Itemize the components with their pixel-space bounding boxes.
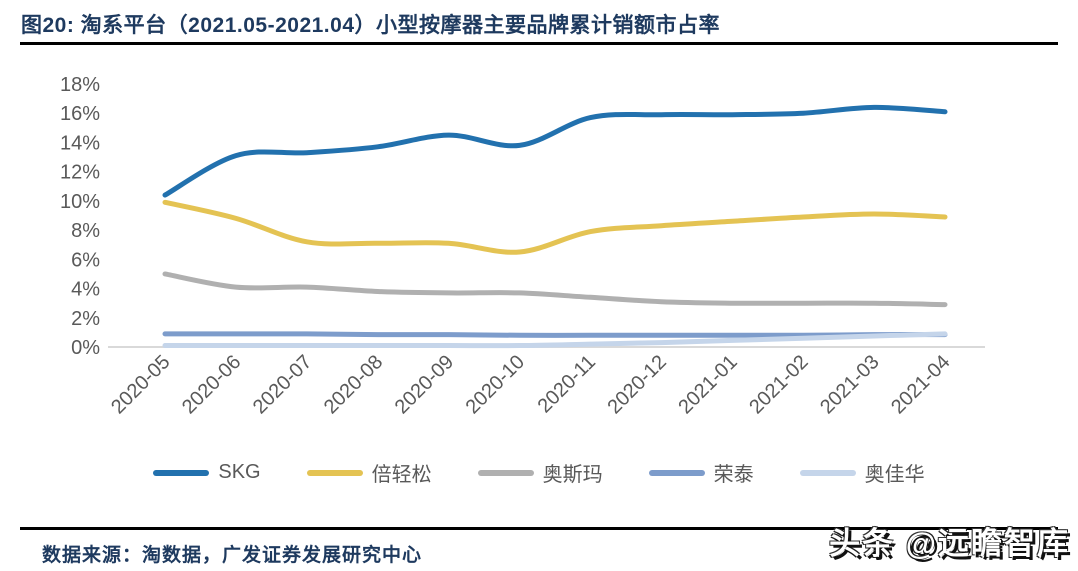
legend-label: 荣泰 bbox=[713, 464, 754, 486]
legend-swatch bbox=[153, 469, 210, 476]
y-tick-label: 6% bbox=[71, 249, 100, 271]
x-tick-label: 2020-09 bbox=[391, 351, 458, 418]
footer-divider bbox=[20, 527, 1058, 530]
x-tick-label: 2020-10 bbox=[462, 351, 529, 418]
x-tick-label: 2021-04 bbox=[887, 351, 954, 418]
market-share-line-chart: 0%2%4%6%8%10%12%14%16%18%2020-05 2020-06 2… bbox=[60, 74, 985, 418]
y-tick-label: 12% bbox=[60, 162, 100, 184]
x-tick-label: 2020-07 bbox=[249, 351, 316, 418]
data-source-note: 数据来源：淘数据，广发证券发展研究中心 bbox=[42, 545, 423, 566]
x-tick-label: 2020-12 bbox=[603, 351, 670, 418]
y-tick-label: 2% bbox=[71, 308, 100, 330]
legend-item: 荣泰 bbox=[648, 458, 754, 487]
legend-label: 倍轻松 bbox=[371, 464, 432, 486]
y-tick-label: 16% bbox=[60, 103, 100, 125]
y-tick-label: 8% bbox=[71, 220, 100, 242]
series-line bbox=[162, 199, 948, 255]
legend-item: 奥斯玛 bbox=[477, 458, 603, 487]
watermark-label: 头条 @远瞻智库 bbox=[829, 526, 1070, 561]
series-line bbox=[162, 331, 948, 338]
legend-label: SKG bbox=[218, 461, 261, 483]
y-tick-label: 18% bbox=[60, 74, 100, 96]
series-line bbox=[162, 271, 948, 308]
chart-legend: SKG 倍轻松 奥斯玛 荣泰 奥佳华 bbox=[0, 458, 1078, 487]
x-tick-label: 2020-08 bbox=[320, 351, 387, 418]
legend-item: 倍轻松 bbox=[306, 458, 432, 487]
x-tick-label: 2020-05 bbox=[107, 351, 174, 418]
title-divider bbox=[20, 42, 1058, 45]
legend-swatch bbox=[306, 469, 363, 476]
x-tick-label: 2021-03 bbox=[816, 351, 883, 418]
y-tick-label: 14% bbox=[60, 132, 100, 154]
legend-item: SKG bbox=[153, 461, 261, 484]
x-tick-label: 2021-01 bbox=[674, 351, 741, 418]
legend-swatch bbox=[648, 469, 705, 476]
legend-label: 奥斯玛 bbox=[542, 464, 603, 486]
series-line bbox=[162, 104, 948, 198]
legend-swatch bbox=[477, 469, 534, 476]
figure-title: 图20: 淘系平台（2021.05-2021.04）小型按摩器主要品牌累计销额市… bbox=[21, 14, 720, 37]
y-tick-label: 10% bbox=[60, 191, 100, 213]
y-tick-label: 0% bbox=[71, 337, 100, 359]
legend-label: 奥佳华 bbox=[864, 464, 925, 486]
y-tick-label: 4% bbox=[71, 279, 100, 301]
x-tick-label: 2020-11 bbox=[534, 351, 600, 417]
x-tick-label: 2020-06 bbox=[178, 351, 245, 418]
legend-item: 奥佳华 bbox=[799, 458, 925, 487]
series-line bbox=[162, 331, 948, 349]
x-tick-label: 2021-02 bbox=[745, 351, 812, 418]
legend-swatch bbox=[799, 469, 856, 476]
